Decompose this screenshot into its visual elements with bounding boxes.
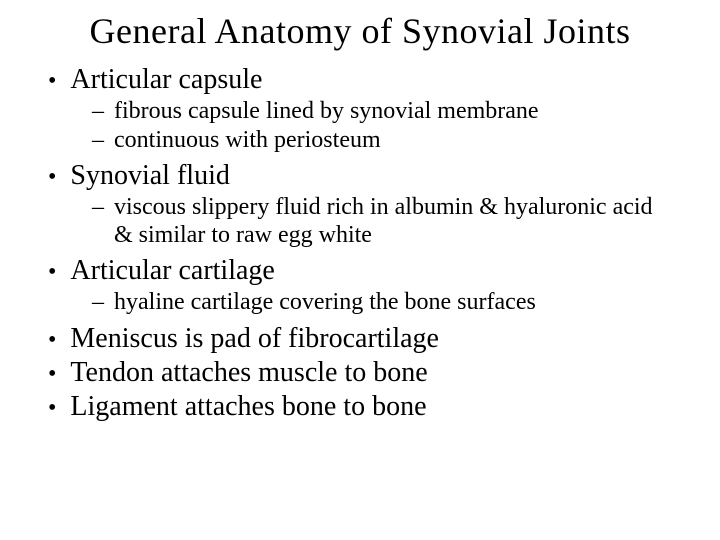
list-item: • Articular cartilage [48, 255, 690, 287]
list-item-label: Synovial fluid [70, 160, 229, 192]
list-item-label: Tendon attaches muscle to bone [70, 357, 427, 389]
list-item: • Ligament attaches bone to bone [48, 391, 690, 423]
list-subitem: – viscous slippery fluid rich in albumin… [92, 194, 690, 249]
list-subitem-label: viscous slippery fluid rich in albumin &… [114, 194, 674, 249]
bullet-icon: • [48, 160, 56, 189]
bullet-icon: • [48, 323, 56, 352]
list-item: • Meniscus is pad of fibrocartilage [48, 323, 690, 355]
list-subitem-label: continuous with periosteum [114, 127, 381, 155]
dash-icon: – [92, 194, 104, 222]
bullet-icon: • [48, 64, 56, 93]
bullet-icon: • [48, 255, 56, 284]
list-item-label: Ligament attaches bone to bone [70, 391, 426, 423]
bullet-icon: • [48, 391, 56, 420]
list-subitem: – fibrous capsule lined by synovial memb… [92, 98, 690, 126]
dash-icon: – [92, 98, 104, 126]
list-item-label: Articular cartilage [70, 255, 274, 287]
list-item-label: Articular capsule [70, 64, 262, 96]
list-subitem: – hyaline cartilage covering the bone su… [92, 289, 690, 317]
list-subitem: – continuous with periosteum [92, 127, 690, 155]
list-item: • Tendon attaches muscle to bone [48, 357, 690, 389]
bullet-icon: • [48, 357, 56, 386]
dash-icon: – [92, 289, 104, 317]
slide-title: General Anatomy of Synovial Joints [30, 10, 690, 52]
list-item: • Synovial fluid [48, 160, 690, 192]
dash-icon: – [92, 127, 104, 155]
list-subitem-label: fibrous capsule lined by synovial membra… [114, 98, 539, 126]
list-item: • Articular capsule [48, 64, 690, 96]
list-subitem-label: hyaline cartilage covering the bone surf… [114, 289, 536, 317]
list-item-label: Meniscus is pad of fibrocartilage [70, 323, 439, 355]
